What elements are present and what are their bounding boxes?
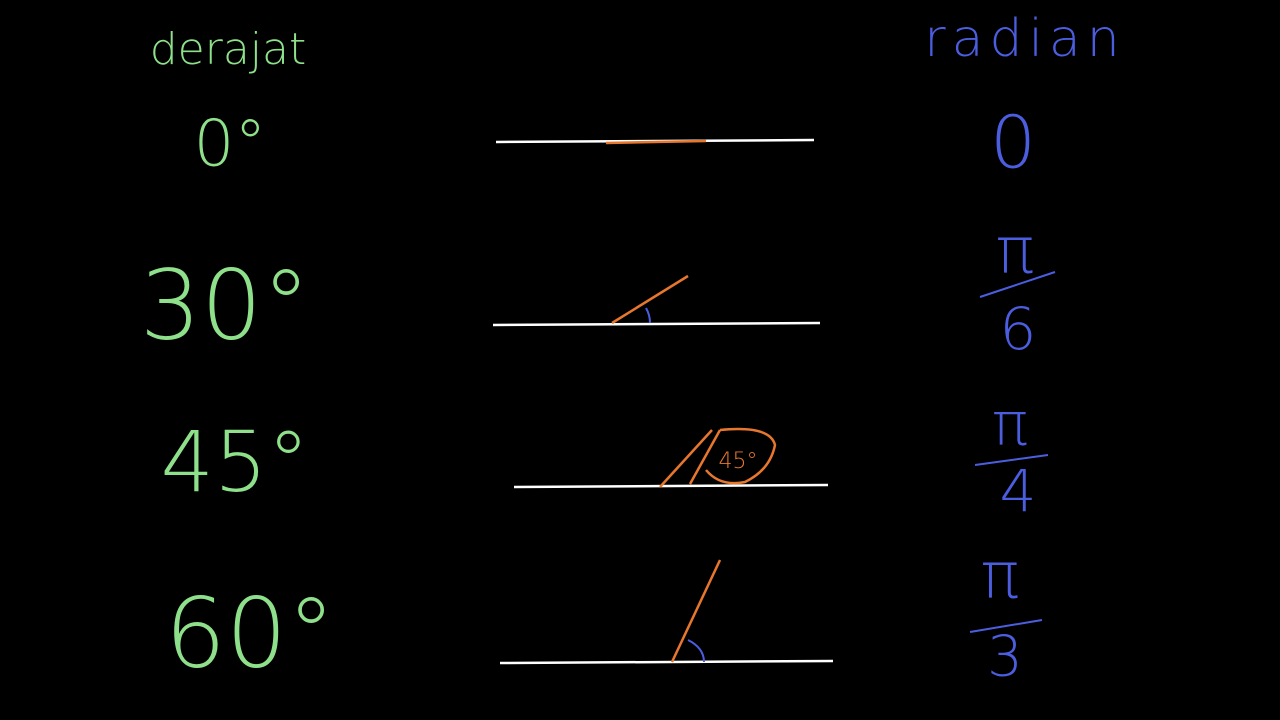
- radian-denominator: 6: [1000, 295, 1037, 363]
- ray: [670, 559, 722, 663]
- degree: 0°: [194, 108, 267, 182]
- base-line: [492, 321, 821, 327]
- header-right: radian: [924, 9, 1126, 69]
- radian: 0: [990, 101, 1036, 185]
- ray: [659, 429, 713, 488]
- radian-denominator: 4: [1000, 457, 1037, 525]
- radian-numerator: π: [992, 390, 1028, 460]
- base-line: [513, 483, 829, 489]
- annotation: 45°: [719, 449, 758, 474]
- annotation-bubble: [705, 427, 777, 485]
- degree: 30°: [140, 249, 310, 361]
- fraction-bar: [979, 271, 1056, 298]
- ray: [688, 429, 722, 485]
- header-left: derajat: [150, 24, 307, 75]
- base-line: [499, 659, 834, 665]
- fraction-bar: [974, 454, 1049, 466]
- ray: [605, 139, 707, 145]
- radian-numerator: π: [981, 540, 1020, 614]
- radian-denominator: 3: [987, 624, 1023, 689]
- ray: [611, 274, 689, 325]
- degree: 45°: [161, 413, 310, 511]
- radian-numerator: π: [996, 215, 1035, 289]
- degree: 60°: [165, 577, 335, 689]
- fraction-bar: [969, 619, 1043, 633]
- angle-arc: [687, 639, 705, 663]
- angle-arc: [645, 307, 651, 324]
